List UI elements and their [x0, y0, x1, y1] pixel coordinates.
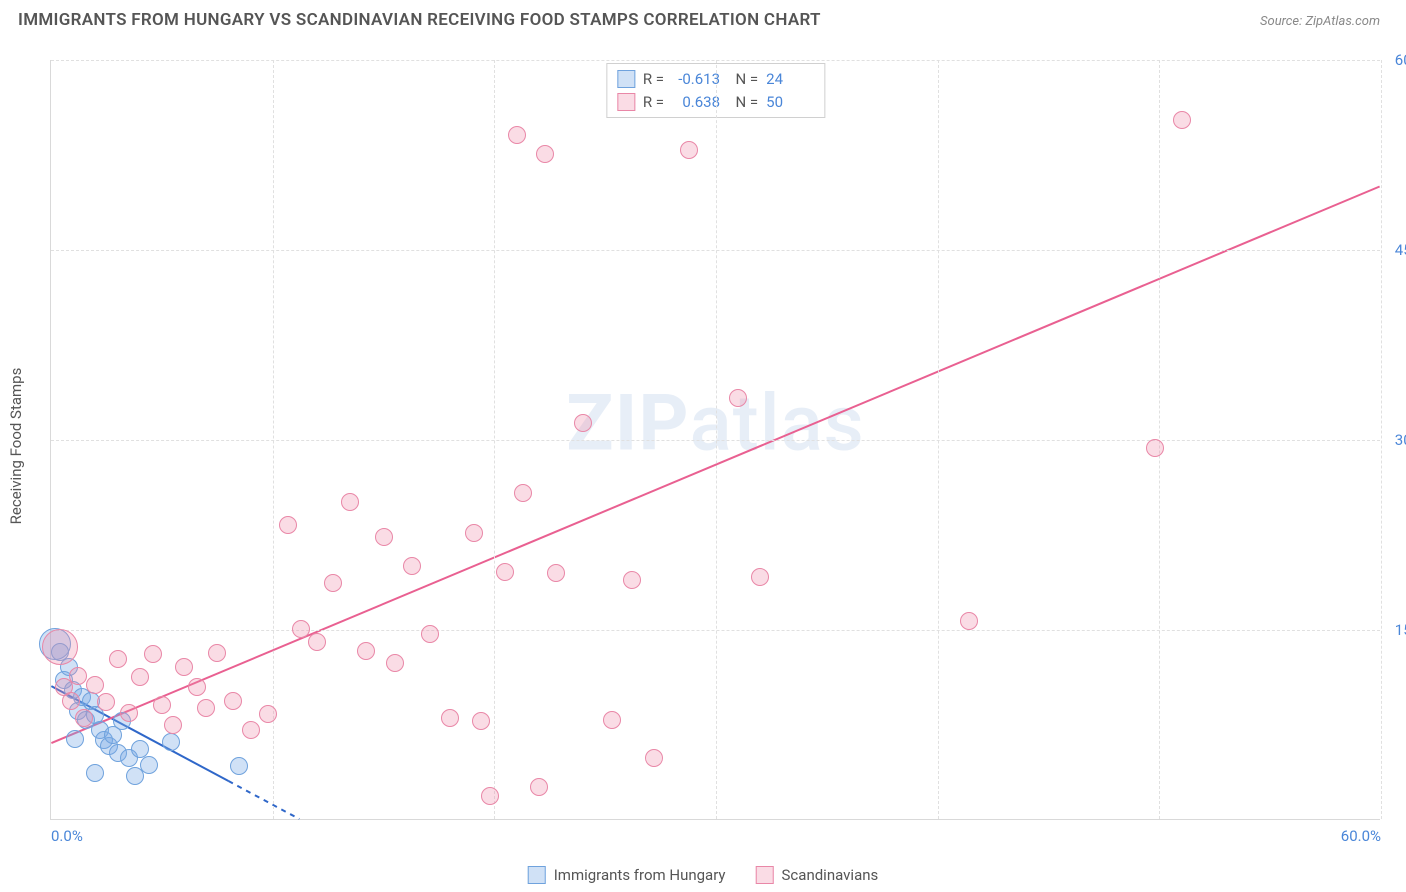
data-point-scandinavians	[680, 141, 698, 159]
data-point-scandinavians	[481, 787, 499, 805]
r-label: R =	[643, 68, 664, 91]
legend-label: Immigrants from Hungary	[554, 866, 726, 884]
data-point-hungary	[230, 757, 248, 775]
data-point-scandinavians	[197, 699, 215, 717]
data-point-scandinavians	[357, 642, 375, 660]
swatch-hungary	[617, 70, 635, 88]
data-point-scandinavians	[86, 676, 104, 694]
data-point-scandinavians	[508, 126, 526, 144]
data-point-scandinavians	[421, 625, 439, 643]
swatch-scandinavians	[617, 93, 635, 111]
data-point-scandinavians	[623, 571, 641, 589]
gridline-v	[494, 60, 495, 819]
data-point-scandinavians	[188, 678, 206, 696]
source-value: ZipAtlas.com	[1305, 14, 1380, 29]
data-point-scandinavians	[603, 711, 621, 729]
data-point-hungary	[66, 730, 84, 748]
data-point-scandinavians	[308, 633, 326, 651]
data-point-scandinavians	[131, 668, 149, 686]
n-label: N =	[728, 68, 758, 91]
gridline-v	[938, 60, 939, 819]
data-point-scandinavians	[324, 574, 342, 592]
n-label: N =	[728, 91, 758, 114]
x-tick-label: 60.0%	[1341, 827, 1381, 845]
data-point-scandinavians	[164, 716, 182, 734]
chart-title: IMMIGRANTS FROM HUNGARY VS SCANDINAVIAN …	[18, 10, 821, 30]
swatch-hungary	[528, 866, 546, 884]
source-label: Source:	[1260, 14, 1302, 29]
data-point-hungary	[126, 767, 144, 785]
n-value: 50	[766, 91, 814, 114]
plot-area: ZIPatlas R =-0.613 N =24R =0.638 N =50 1…	[50, 60, 1380, 820]
data-point-scandinavians	[547, 564, 565, 582]
y-tick-label: 60.0%	[1385, 51, 1406, 69]
y-axis-label: Receiving Food Stamps	[7, 368, 25, 525]
y-tick-label: 15.0%	[1385, 621, 1406, 639]
data-point-scandinavians	[729, 389, 747, 407]
n-value: 24	[766, 68, 814, 91]
data-point-scandinavians	[960, 612, 978, 630]
data-point-scandinavians	[536, 145, 554, 163]
trend-line-hungary-extrapolated	[228, 781, 299, 819]
data-point-scandinavians	[242, 721, 260, 739]
data-point-scandinavians	[403, 557, 421, 575]
data-point-scandinavians	[42, 629, 78, 665]
data-point-hungary	[86, 764, 104, 782]
data-point-scandinavians	[472, 712, 490, 730]
y-tick-label: 30.0%	[1385, 431, 1406, 449]
data-point-scandinavians	[224, 692, 242, 710]
data-point-scandinavians	[341, 493, 359, 511]
data-point-scandinavians	[259, 705, 277, 723]
r-label: R =	[643, 91, 664, 114]
data-point-scandinavians	[386, 654, 404, 672]
data-point-scandinavians	[645, 749, 663, 767]
data-point-scandinavians	[465, 524, 483, 542]
data-point-scandinavians	[153, 696, 171, 714]
gridline-v	[716, 60, 717, 819]
data-point-scandinavians	[75, 709, 93, 727]
data-point-scandinavians	[514, 484, 532, 502]
data-point-scandinavians	[751, 568, 769, 586]
r-value: -0.613	[672, 68, 720, 91]
data-point-scandinavians	[530, 778, 548, 796]
data-point-scandinavians	[1146, 439, 1164, 457]
data-point-scandinavians	[574, 414, 592, 432]
legend-item-scandinavians: Scandinavians	[756, 866, 879, 884]
data-point-scandinavians	[441, 709, 459, 727]
data-point-scandinavians	[279, 516, 297, 534]
y-tick-label: 45.0%	[1385, 241, 1406, 259]
legend-label: Scandinavians	[782, 866, 879, 884]
data-point-scandinavians	[109, 650, 127, 668]
r-value: 0.638	[672, 91, 720, 114]
data-point-scandinavians	[496, 563, 514, 581]
data-point-scandinavians	[69, 667, 87, 685]
data-point-scandinavians	[1173, 111, 1191, 129]
data-point-scandinavians	[62, 692, 80, 710]
gridline-v	[1381, 60, 1382, 819]
data-point-scandinavians	[97, 693, 115, 711]
data-point-scandinavians	[292, 620, 310, 638]
data-point-scandinavians	[175, 658, 193, 676]
bottom-legend: Immigrants from Hungary Scandinavians	[528, 866, 879, 884]
data-point-scandinavians	[375, 528, 393, 546]
data-point-scandinavians	[144, 645, 162, 663]
data-point-hungary	[162, 733, 180, 751]
swatch-scandinavians	[756, 866, 774, 884]
data-point-scandinavians	[208, 644, 226, 662]
data-point-scandinavians	[120, 704, 138, 722]
x-tick-label: 0.0%	[51, 827, 83, 845]
legend-item-hungary: Immigrants from Hungary	[528, 866, 726, 884]
source-attribution: Source: ZipAtlas.com	[1260, 14, 1380, 29]
